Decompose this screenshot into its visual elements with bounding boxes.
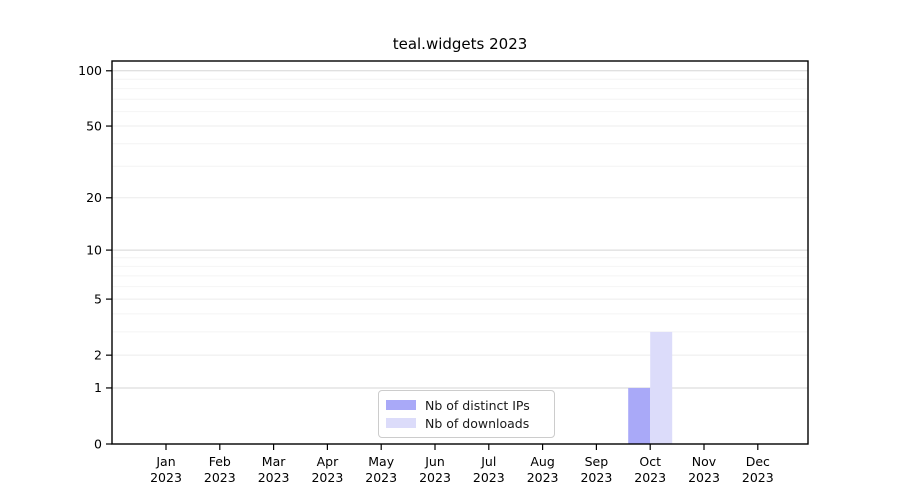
y-tick-label: 0 bbox=[94, 436, 102, 451]
x-tick-label-month: Jun bbox=[424, 454, 445, 469]
x-tick-label-year: 2023 bbox=[688, 470, 720, 485]
legend-swatch-downloads bbox=[386, 418, 416, 428]
x-tick-label-month: Nov bbox=[692, 454, 717, 469]
chart-title: teal.widgets 2023 bbox=[392, 35, 528, 53]
y-tick-label: 100 bbox=[78, 63, 102, 78]
x-tick-label-year: 2023 bbox=[258, 470, 290, 485]
x-tick-label-month: Sep bbox=[585, 454, 609, 469]
x-tick-label-month: Jan bbox=[155, 454, 175, 469]
y-tick-label: 2 bbox=[94, 347, 102, 362]
x-tick-label-year: 2023 bbox=[634, 470, 666, 485]
legend-label-downloads: Nb of downloads bbox=[425, 415, 530, 431]
y-tick-label: 50 bbox=[86, 118, 102, 133]
x-tick-label-month: Aug bbox=[530, 454, 554, 469]
y-tick-label: 5 bbox=[94, 291, 102, 306]
legend-label-distinct-ips: Nb of distinct IPs bbox=[425, 397, 530, 413]
x-tick-label-year: 2023 bbox=[365, 470, 397, 485]
y-tick-label: 10 bbox=[86, 242, 102, 257]
plot-frame bbox=[111, 60, 809, 445]
y-tick-label: 1 bbox=[94, 380, 102, 395]
x-tick-label-year: 2023 bbox=[311, 470, 343, 485]
x-tick-label-month: Dec bbox=[746, 454, 770, 469]
x-tick-label-month: Apr bbox=[317, 454, 339, 469]
x-tick-label-year: 2023 bbox=[150, 470, 182, 485]
x-tick-label-month: Jul bbox=[480, 454, 496, 469]
x-tick-label-month: May bbox=[368, 454, 394, 469]
y-tick-label: 20 bbox=[86, 190, 102, 205]
bar-oct-s0 bbox=[628, 387, 651, 444]
x-tick-label-month: Feb bbox=[209, 454, 231, 469]
x-tick-label-year: 2023 bbox=[419, 470, 451, 485]
x-tick-label-month: Mar bbox=[262, 454, 286, 469]
legend-item-distinct-ips: Nb of distinct IPs bbox=[386, 398, 546, 413]
legend-swatch-distinct-ips bbox=[386, 400, 416, 410]
x-tick-label-year: 2023 bbox=[742, 470, 774, 485]
bar-oct-s1 bbox=[650, 331, 673, 444]
x-tick-label-month: Oct bbox=[639, 454, 661, 469]
x-tick-label-year: 2023 bbox=[473, 470, 505, 485]
legend-item-downloads: Nb of downloads bbox=[386, 416, 546, 431]
x-tick-label-year: 2023 bbox=[204, 470, 236, 485]
x-tick-label-year: 2023 bbox=[580, 470, 612, 485]
x-tick-label-year: 2023 bbox=[527, 470, 559, 485]
legend: Nb of distinct IPs Nb of downloads bbox=[378, 390, 555, 438]
